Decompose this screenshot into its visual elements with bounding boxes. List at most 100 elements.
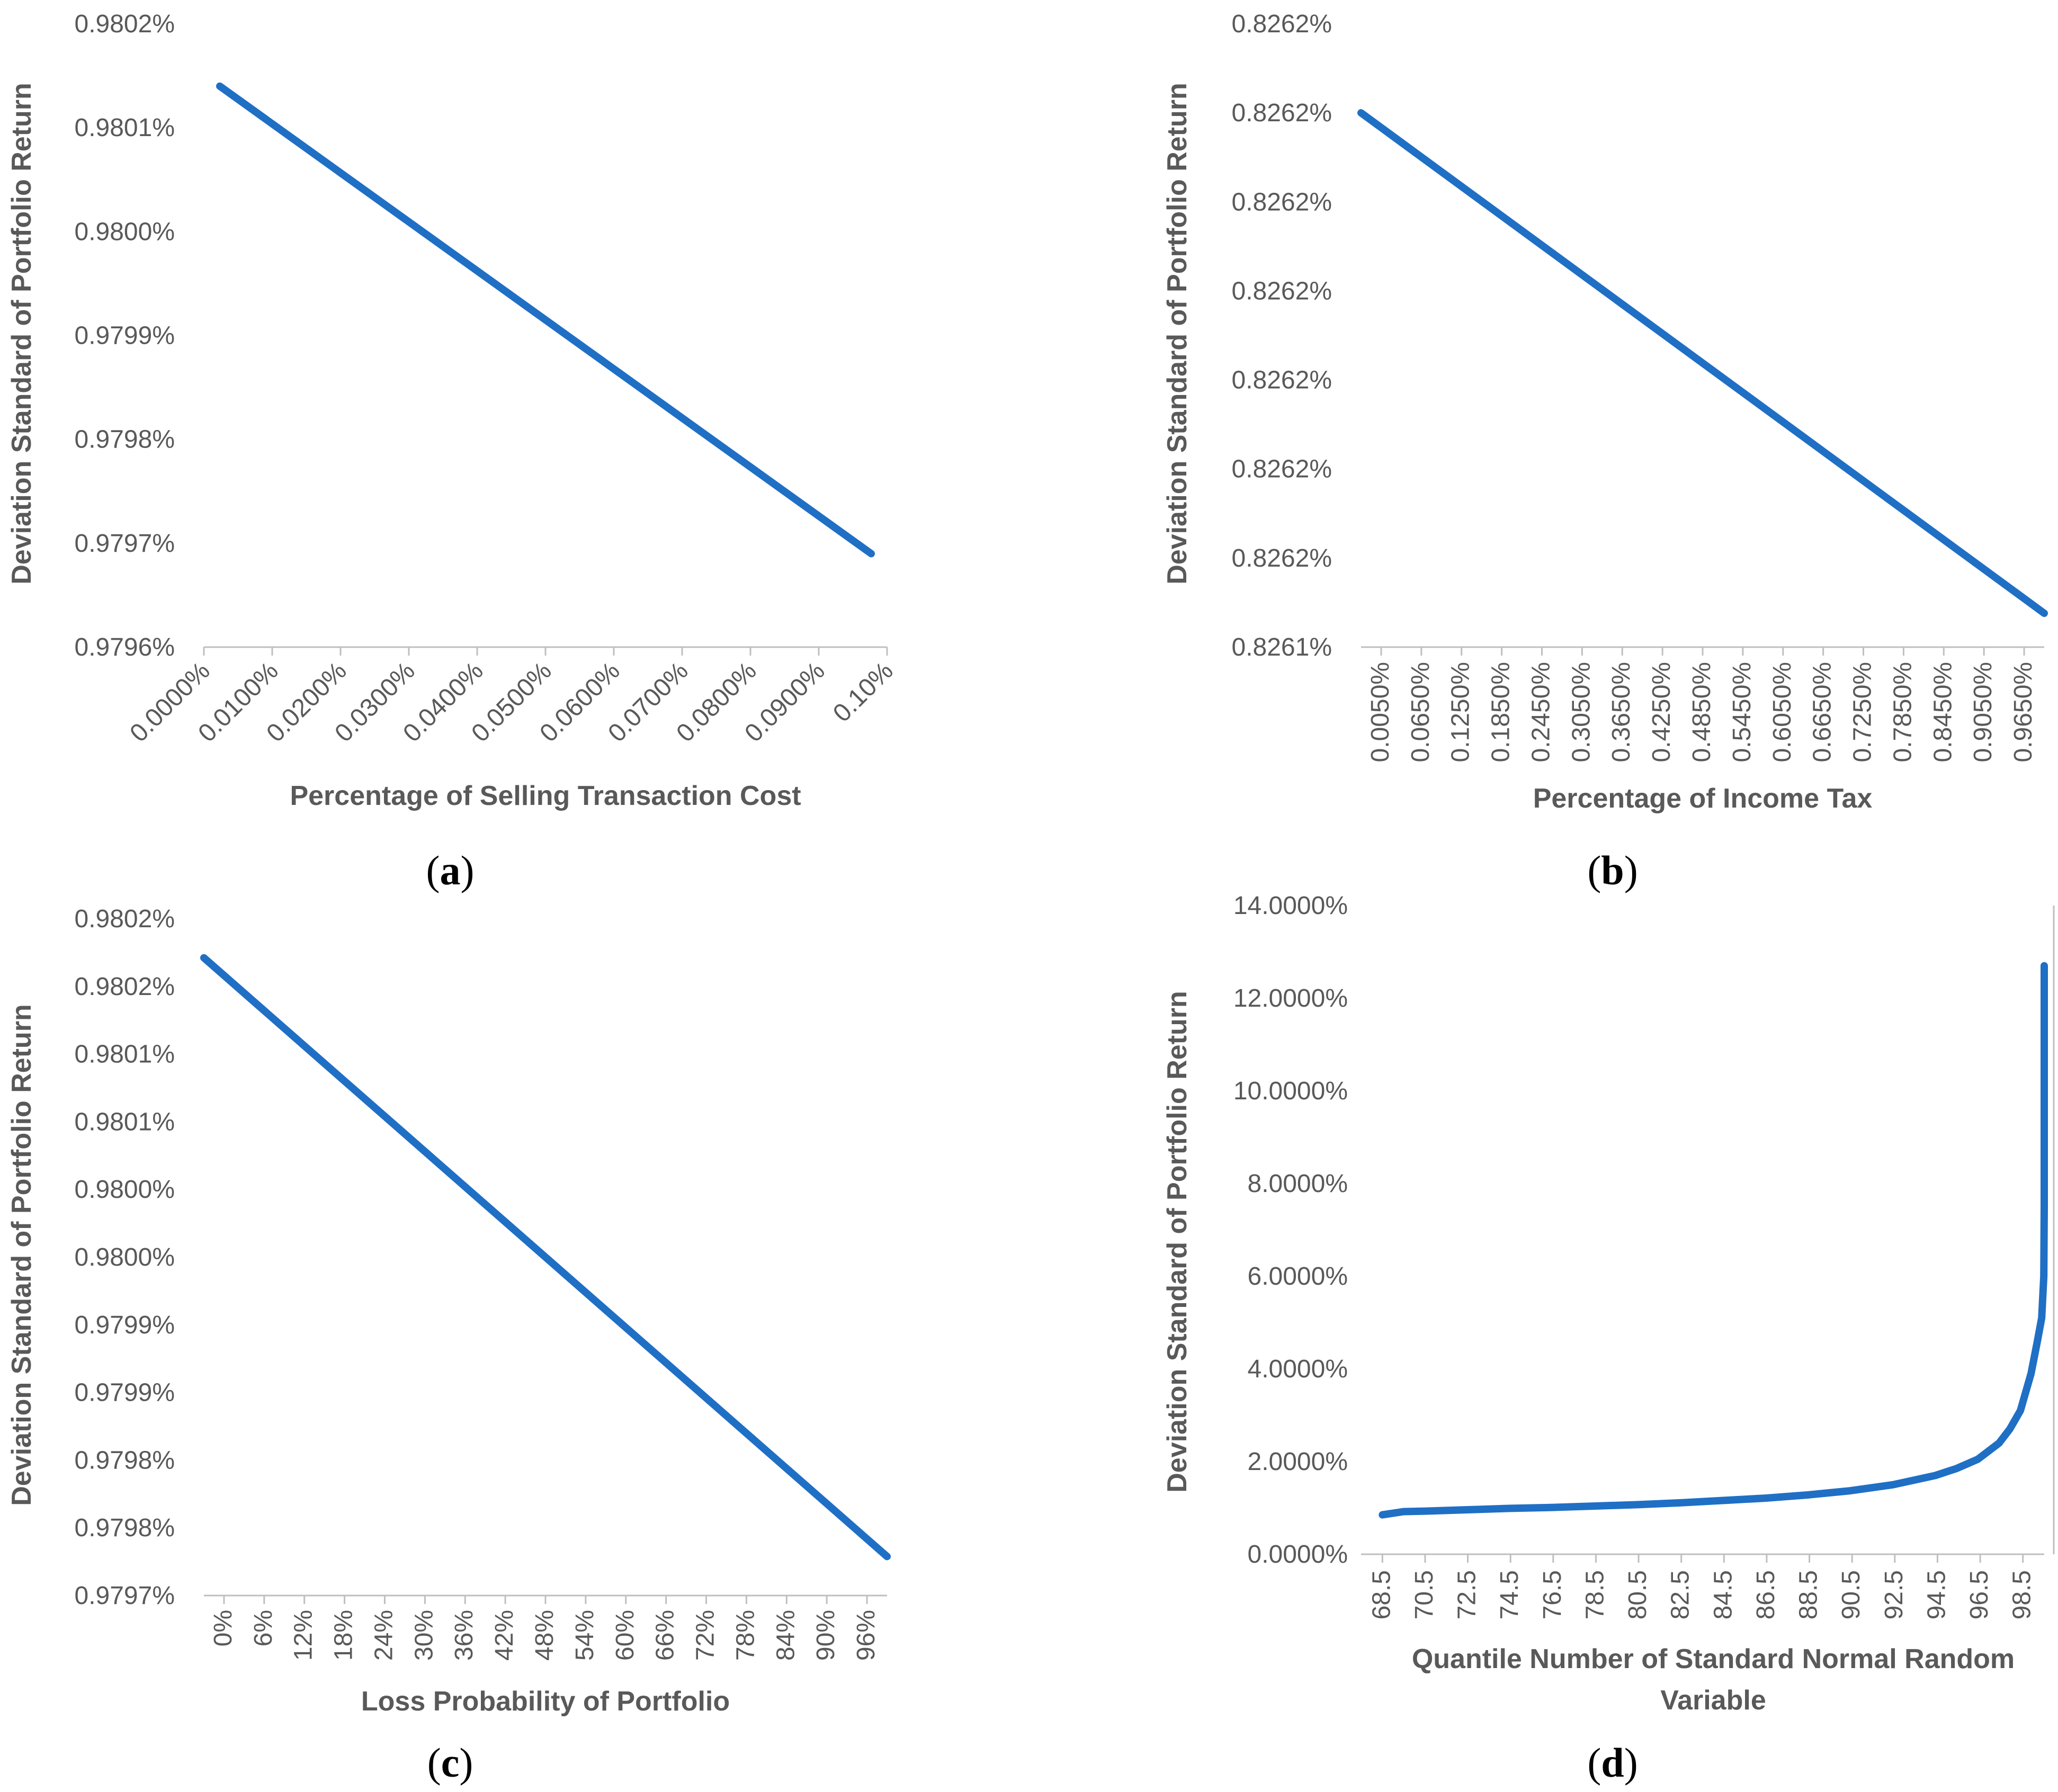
y-tick-label: 10.0000% [1233, 1077, 1348, 1105]
panel-caption-letter: d [1601, 1740, 1624, 1786]
x-tick-label: 0.7850% [1889, 662, 1917, 763]
data-point [2030, 1373, 2032, 1374]
x-tick-label: 36% [450, 1610, 478, 1661]
y-tick-label: 8.0000% [1248, 1170, 1348, 1198]
x-axis-title: Loss Probability of Portfolio [361, 1686, 730, 1717]
x-tick-label: 0.4250% [1648, 662, 1676, 763]
x-tick-label: 60% [611, 1610, 639, 1661]
x-tick-label: 84% [772, 1610, 800, 1661]
x-tick-label: 96% [852, 1610, 880, 1661]
y-tick-label: 0.8262% [1232, 366, 1332, 395]
y-tick-label: 0.9801% [75, 114, 175, 142]
y-tick-label: 0.9800% [75, 1243, 175, 1271]
x-tick-label: 12% [290, 1610, 318, 1661]
y-tick-label: 0.9797% [75, 530, 175, 558]
x-tick-label: 0.4850% [1688, 662, 1716, 763]
x-tick-label: 48% [531, 1610, 559, 1661]
y-axis-title: Deviation Standard of Portfolio Return [6, 83, 37, 585]
data-series-line [200, 954, 891, 1561]
data-point [1956, 1468, 1957, 1469]
y-tick-label: 0.9798% [75, 426, 175, 454]
x-tick-label: 0.7250% [1849, 662, 1877, 763]
y-tick-label: 0.8262% [1232, 277, 1332, 305]
x-tick-label: 84.5 [1709, 1570, 1737, 1619]
x-tick-label: 42% [490, 1610, 518, 1661]
x-tick-label: 0.5450% [1728, 662, 1756, 763]
x-tick-label: 92.5 [1880, 1570, 1908, 1619]
data-point [1765, 1498, 1766, 1499]
y-tick-label: 2.0000% [1248, 1448, 1348, 1476]
y-tick-label: 0.8261% [1232, 633, 1332, 661]
x-tick-label: 0.2450% [1527, 662, 1555, 763]
x-tick-label: 78% [731, 1610, 759, 1661]
y-tick-label: 6.0000% [1248, 1262, 1348, 1291]
x-tick-label: 86.5 [1752, 1570, 1780, 1619]
y-axis-title: Deviation Standard of Portfolio Return [1162, 83, 1193, 585]
x-tick-label: 0.6650% [1809, 662, 1837, 763]
y-tick-label: 0.9800% [75, 218, 175, 246]
x-tick-label: 68.5 [1367, 1570, 1395, 1619]
x-axis-title: Quantile Number of Standard Normal Rando… [1412, 1644, 2015, 1716]
y-tick-label: 0.9798% [75, 1514, 175, 1542]
x-tick-label: 0.9050% [1969, 662, 1997, 763]
y-tick-label: 0.0000% [1248, 1540, 1348, 1569]
panel-caption: (d) [1587, 1740, 1638, 1786]
x-tick-label: 72% [692, 1610, 720, 1661]
x-tick-label: 82.5 [1667, 1570, 1695, 1619]
x-tick-label: 72.5 [1453, 1570, 1481, 1619]
x-tick-label: 0.1850% [1487, 662, 1515, 763]
y-axis-title: Deviation Standard of Portfolio Return [6, 1004, 37, 1506]
x-axis-title: Percentage of Income Tax [1533, 783, 1873, 814]
y-tick-label: 0.9801% [75, 1108, 175, 1136]
y-tick-label: 0.8262% [1232, 188, 1332, 216]
y-tick-label: 0.9799% [75, 1379, 175, 1407]
y-tick-label: 0.9802% [75, 973, 175, 1001]
y-tick-label: 12.0000% [1233, 984, 1348, 1013]
data-point [2044, 1007, 2045, 1008]
panel-caption: (b) [1587, 847, 1638, 893]
y-tick-label: 0.9798% [75, 1446, 175, 1474]
x-tick-label: 0% [209, 1610, 237, 1646]
x-tick-label: 30% [410, 1610, 438, 1661]
x-tick-label: 80.5 [1624, 1570, 1652, 1619]
y-tick-label: 14.0000% [1233, 892, 1348, 920]
x-tick-label: 78.5 [1581, 1570, 1609, 1619]
panel-caption-letter: b [1601, 847, 1624, 893]
y-tick-label: 0.9800% [75, 1176, 175, 1204]
y-axis-title: Deviation Standard of Portfolio Return [1162, 991, 1193, 1493]
data-series-line [1357, 109, 2048, 617]
data-point [1552, 1507, 1553, 1508]
x-tick-label: 54% [571, 1610, 599, 1661]
x-tick-label: 0.3050% [1567, 662, 1595, 763]
y-tick-label: 0.8262% [1232, 544, 1332, 572]
data-point [2044, 965, 2045, 966]
x-tick-label: 0.0050% [1366, 662, 1394, 763]
x-tick-label: 94.5 [1922, 1570, 1950, 1619]
y-tick-label: 0.9799% [75, 322, 175, 350]
panel-caption: (c) [427, 1740, 473, 1786]
panel-d-chart: 0.0000% 2.0000% 4.0000% 6.0000% 8.0000% 10.00… [1162, 892, 2055, 1786]
panel-b-chart: 0.8261% 0.8262% 0.8262% 0.8262% 0.8262% 0.826… [1162, 10, 2048, 893]
panel-caption: (a) [426, 847, 475, 893]
data-point [1403, 1511, 1404, 1512]
x-tick-label: 96.5 [1965, 1570, 1993, 1619]
x-tick-label: 6% [249, 1610, 278, 1646]
data-point [1722, 1500, 1723, 1501]
y-tick-label: 0.9799% [75, 1311, 175, 1339]
x-tick-label: 0.3650% [1607, 662, 1635, 763]
data-point [1935, 1475, 1936, 1476]
data-series-line [1379, 962, 2048, 1519]
data-point [2044, 613, 2045, 614]
y-tick-label: 0.8262% [1232, 10, 1332, 38]
x-tick-label: 90.5 [1837, 1570, 1865, 1619]
x-tick-label: 0.6050% [1768, 662, 1796, 763]
x-tick-label: 74.5 [1496, 1570, 1524, 1619]
y-tick-label: 0.8262% [1232, 455, 1332, 483]
x-tick-label: 24% [370, 1610, 398, 1661]
data-point [2020, 1410, 2021, 1411]
x-tick-label: 0.9650% [2009, 662, 2037, 763]
x-tick-label: 76.5 [1538, 1570, 1567, 1619]
x-tick-label: 90% [812, 1610, 840, 1661]
data-point [871, 553, 872, 554]
